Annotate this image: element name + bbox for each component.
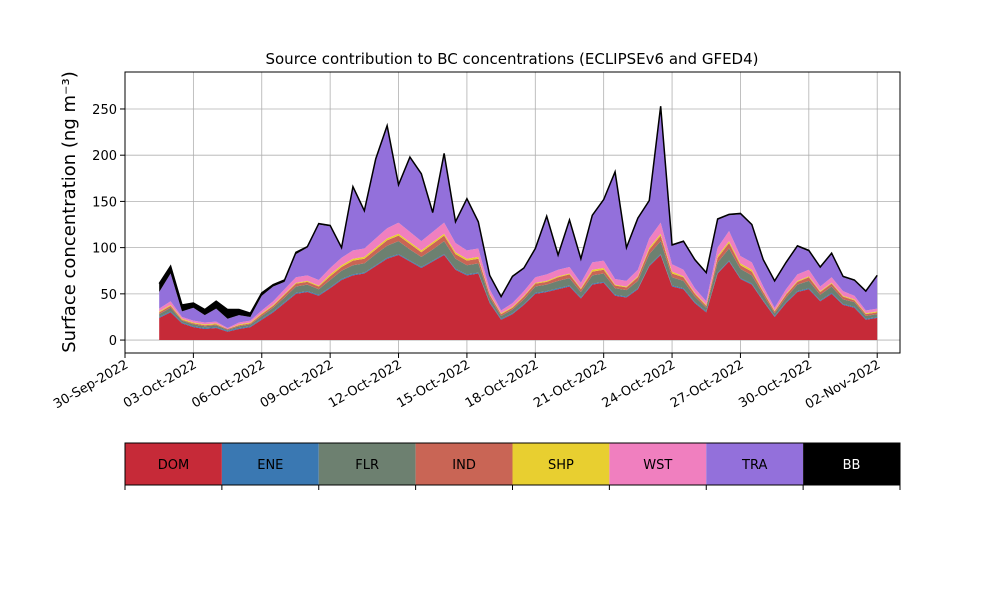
x-tick-label: 27-Oct-2022 [668,357,746,411]
x-tick-label: 30-Oct-2022 [736,357,814,411]
total-outline [158,106,878,315]
legend-label-dom: DOM [158,458,189,473]
legend-label-shp: SHP [548,458,574,473]
legend-swatch-shp [512,443,610,485]
plot-frame [124,71,901,354]
legend-swatch-flr [318,443,416,485]
legend-label-wst: WST [643,458,672,473]
y-tick-label: 100 [92,242,117,257]
legend-label-ene: ENE [257,458,283,473]
x-tick-label: 03-Oct-2022 [121,357,199,411]
x-tick-label: 21-Oct-2022 [531,357,609,411]
total-line [158,106,878,315]
legend-label-bb: BB [843,458,861,473]
legend-swatch-ene [221,443,319,485]
legend-swatch-ind [415,443,513,485]
x-tick-label: 09-Oct-2022 [258,357,336,411]
y-tick-label: 150 [92,195,117,210]
x-tick-label: 18-Oct-2022 [463,357,541,411]
area-ind [159,235,878,330]
y-axis-label: Surface concentration (ng m⁻³) [59,71,80,353]
legend-swatch-dom [125,443,222,485]
y-tick-label: 250 [92,103,117,118]
y-axis-ticks: 0 50 100 150 200 250 [92,103,125,349]
legend-label-tra: TRA [741,458,767,473]
x-tick-label: 12-Oct-2022 [326,357,404,411]
area-flr [159,241,878,331]
x-tick-label: 24-Oct-2022 [600,357,678,411]
stacked-areas [159,106,878,341]
legend-swatch-wst [609,443,707,485]
x-axis-ticks: 30-Sep-202203-Oct-202206-Oct-202209-Oct-… [51,353,883,412]
legend-label-ind: IND [452,458,476,473]
y-tick-label: 50 [100,288,117,303]
x-tick-label: 15-Oct-2022 [395,357,473,411]
legend-bar: DOM ENE FLR IND SHP WST TRA BB [124,442,901,490]
chart-title: Source contribution to BC concentrations… [265,50,758,68]
x-tick-label: 30-Sep-2022 [51,357,131,412]
x-tick-label: 06-Oct-2022 [189,357,267,411]
y-tick-label: 200 [92,149,117,164]
area-dom [159,255,878,341]
legend-label-flr: FLR [355,458,379,473]
area-tra [159,107,878,329]
legend-swatch-bb [803,443,900,485]
y-tick-label: 0 [109,334,117,349]
legend-swatch-tra [706,443,804,485]
x-tick-label: 02-Nov-2022 [803,357,883,412]
